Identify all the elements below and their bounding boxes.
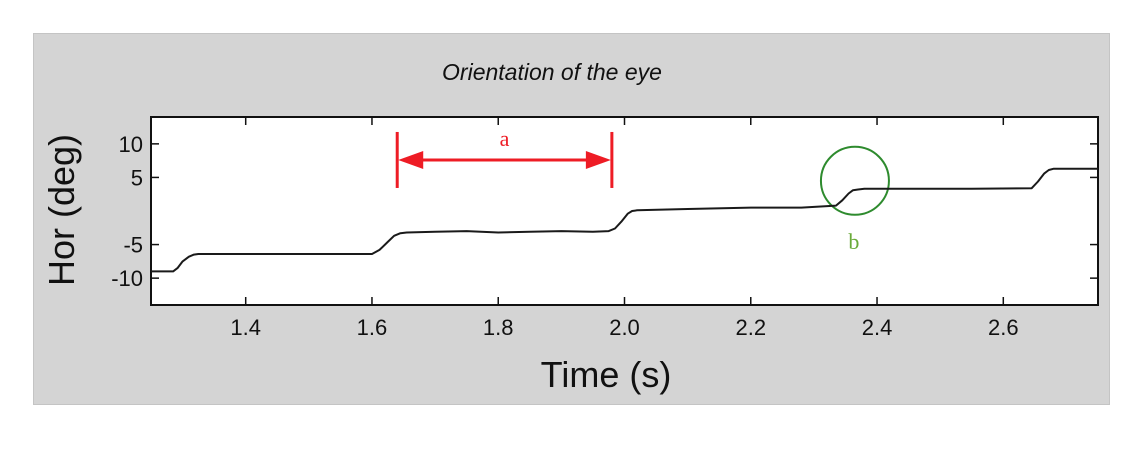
x-tick-label: 1.4 — [230, 315, 261, 340]
circle-label: b — [848, 229, 859, 254]
x-tick-label: 2.6 — [988, 315, 1019, 340]
interval-annotation-a: a — [395, 126, 614, 188]
x-axis: 1.4 1.6 1.8 2.0 2.2 2.4 2.6 — [230, 117, 1019, 340]
series-layer — [151, 167, 1098, 273]
plot-area — [150, 116, 1099, 306]
x-tick-label: 2.2 — [735, 315, 766, 340]
annotations: ab — [395, 126, 890, 254]
y-tick-label: 5 — [131, 165, 143, 190]
interval-arrow-left — [398, 150, 424, 169]
x-tick-label: 1.6 — [357, 315, 388, 340]
x-tick-label: 2.0 — [609, 315, 640, 340]
y-axis-label: Hor (deg) — [41, 134, 82, 286]
y-tick-label: -5 — [123, 233, 143, 258]
interval-arrow-right — [585, 150, 611, 169]
y-axis: 10 5 -5 -10 — [111, 132, 1098, 291]
series-line — [151, 167, 1098, 273]
x-tick-label: 2.4 — [862, 315, 893, 340]
interval-label: a — [500, 126, 510, 151]
highlight-circle — [819, 145, 890, 216]
circle-annotation-b: b — [819, 145, 890, 254]
y-tick-label: 10 — [119, 132, 143, 157]
x-axis-label: Time (s) — [541, 354, 672, 395]
chart-title: Orientation of the eye — [442, 59, 662, 85]
y-tick-label: -10 — [111, 266, 143, 291]
x-tick-label: 1.8 — [483, 315, 514, 340]
